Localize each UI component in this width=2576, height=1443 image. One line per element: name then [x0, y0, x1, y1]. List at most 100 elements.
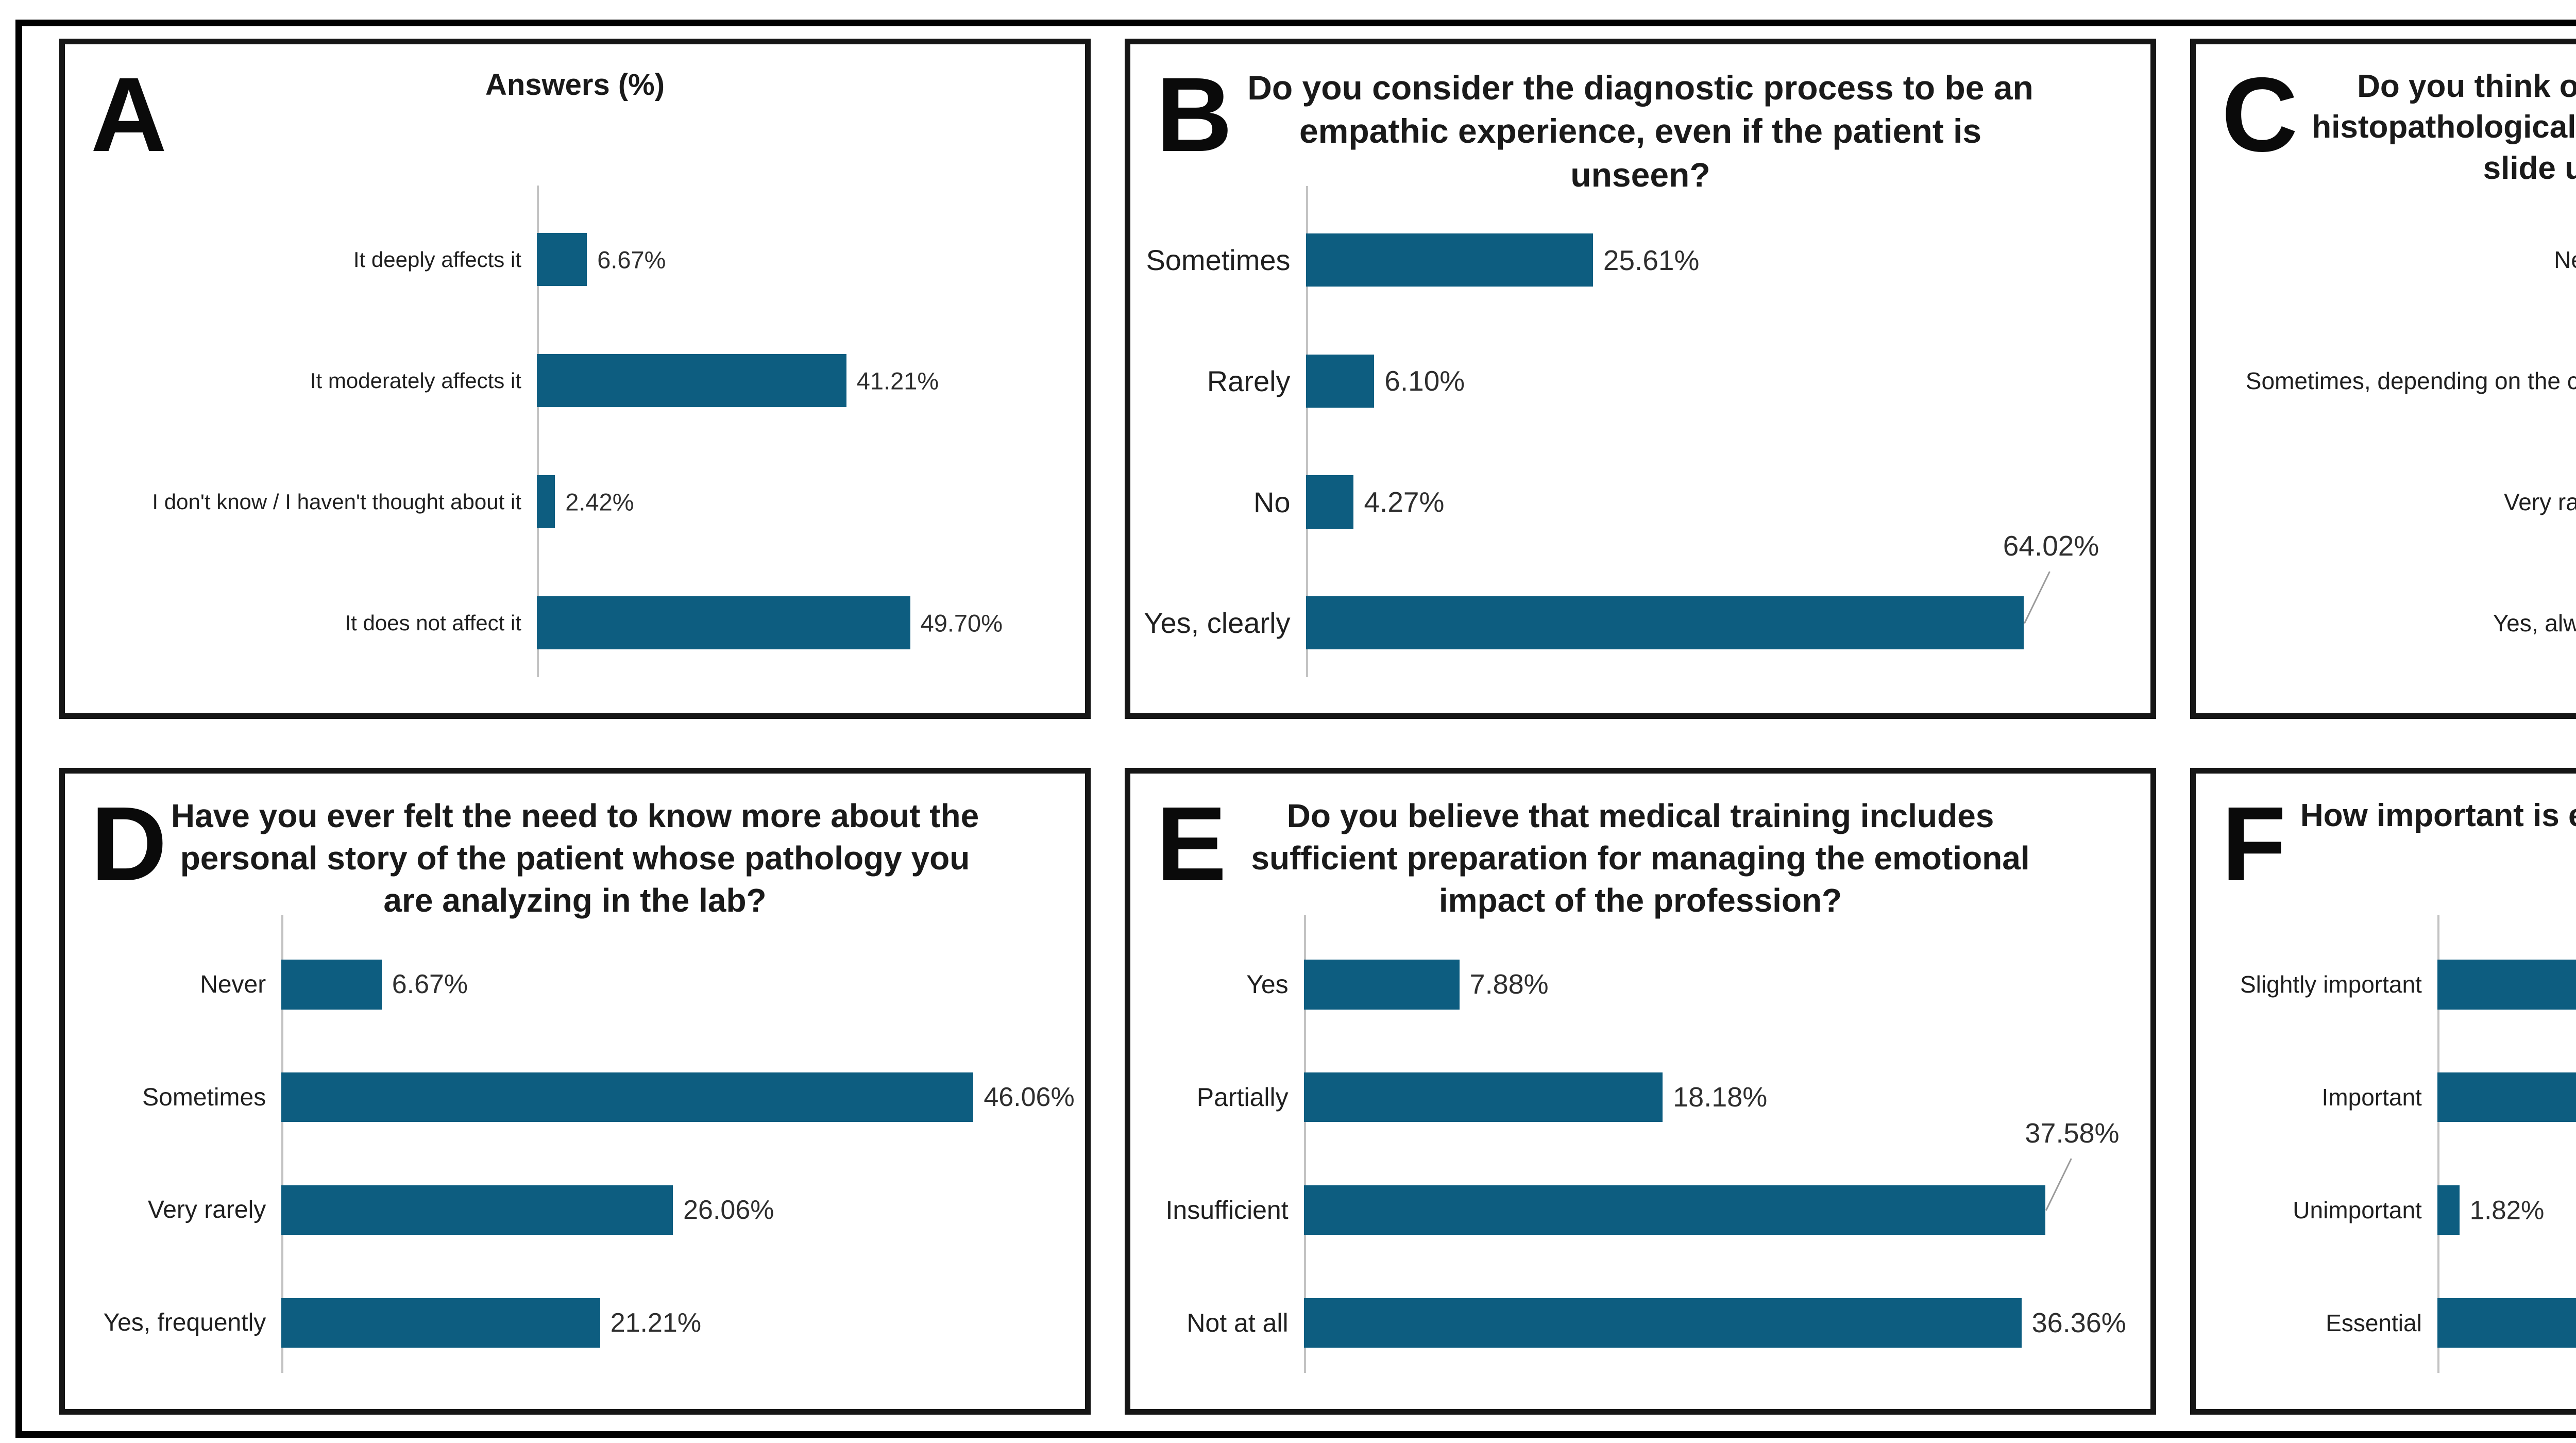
bar: [536, 232, 587, 287]
category-label: I don't know / I haven't thought about i…: [152, 489, 521, 514]
bar-area: 6.67%: [281, 928, 1047, 1041]
bar-row: It deeply affects it 6.67%: [71, 199, 1073, 320]
category-label: Partially: [1196, 1083, 1289, 1112]
value-label: 6.67%: [597, 246, 666, 273]
bar-row: Sometimes 46.06%: [71, 1041, 1075, 1154]
bar-row: Yes, frequently 21.21%: [71, 1266, 1073, 1379]
chart-panel-d: D Have you ever felt the need to know mor…: [59, 768, 1091, 1415]
bar-chart: Never0.00%Sometimes, depending on the ca…: [2202, 199, 2576, 683]
bar-row: Essential 25.45%: [2202, 1266, 2576, 1379]
value-label: 7.88%: [1469, 969, 1549, 1000]
value-label: 37.58%: [2025, 1117, 2120, 1149]
value-label: 1.82%: [2469, 1195, 2545, 1225]
category-label: Sometimes: [142, 1083, 266, 1111]
bar-area: 26.06%: [281, 1154, 1047, 1267]
bar-row: Partially 18.18%: [1137, 1041, 2138, 1154]
category-label: It deeply affects it: [353, 247, 521, 272]
y-axis-line: [1306, 186, 1308, 677]
bar-area: 2.42%: [536, 441, 1047, 562]
category-label: Never: [2554, 246, 2576, 273]
bar: [536, 596, 910, 650]
bar-row: No 4.27%: [1137, 442, 2138, 563]
category-label: Essential: [2326, 1309, 2422, 1336]
category-label: Sometimes: [1146, 244, 1291, 277]
bar: [1306, 596, 2024, 650]
chart-title: Do you consider the diagnostic process t…: [1247, 69, 2033, 194]
panel-letter: C: [2222, 56, 2298, 174]
bar-chart: Yes 7.88% Partially 18.18% Insufficient 37.58…: [1137, 915, 2138, 1379]
value-label: 18.18%: [1673, 1082, 1768, 1113]
bar: [2437, 1072, 2576, 1122]
bar-row: Important 54.55%: [2202, 1041, 2576, 1154]
bar-area: 46.06%: [281, 1041, 1075, 1154]
chart-panel-c: CDo you think of the patient as a person…: [2190, 39, 2576, 719]
bar-row: Very rarely7.88%: [2202, 441, 2576, 562]
bar: [536, 354, 846, 408]
bar-chart: It deeply affects it 6.67% It moderately a…: [71, 186, 1073, 683]
bar: [281, 1298, 600, 1348]
y-axis-line: [1303, 915, 1306, 1373]
category-label: Yes, always: [2493, 609, 2576, 636]
value-label: 26.06%: [683, 1195, 774, 1225]
category-label: Important: [2321, 1084, 2422, 1111]
chart-panel-b: B Do you consider the diagnostic process …: [1125, 39, 2156, 719]
category-label: Yes, clearly: [1144, 607, 1291, 640]
leader-line: [2023, 571, 2050, 624]
bar-row: Yes, always52.73%: [2202, 562, 2576, 683]
bar-area: 25.45%: [2437, 1266, 2576, 1379]
y-axis-line: [281, 915, 284, 1373]
leader-line: [2045, 1158, 2073, 1211]
category-label: No: [1253, 485, 1291, 518]
y-axis-line: [536, 186, 539, 677]
bar: [2437, 1185, 2460, 1235]
bar-area: 6.10%: [1306, 321, 2113, 442]
bar: [281, 1072, 974, 1122]
bar-row: Never0.00%: [2202, 199, 2576, 320]
bar-area: 36.36%: [1303, 1266, 2126, 1379]
category-label: Unimportant: [2293, 1196, 2422, 1223]
bar-area: 41.21%: [536, 320, 1047, 441]
category-label: Never: [200, 970, 266, 998]
value-label: 46.06%: [984, 1082, 1075, 1113]
bar: [1303, 1298, 2022, 1348]
bar-area: 49.70%: [536, 562, 1047, 683]
bar: [1306, 475, 1354, 529]
panel-letter: B: [1156, 56, 1233, 174]
bar-row: Unimportant 1.82%: [2202, 1154, 2576, 1267]
bar-area: 4.27%: [1306, 442, 2113, 563]
bar-area: 7.88%: [1303, 928, 2113, 1041]
figure-outer-border: [15, 20, 2576, 1438]
category-label: Not at all: [1187, 1308, 1289, 1337]
bar-chart: Sometimes 25.61% Rarely 6.10% No 4.27% Yes, cl…: [1137, 186, 2138, 683]
category-label: It moderately affects it: [310, 368, 521, 393]
bar-row: Insufficient 37.58%: [1137, 1118, 2138, 1267]
value-label: 6.10%: [1384, 365, 1465, 397]
category-label: Yes, frequently: [103, 1309, 266, 1337]
bar-row: Never 6.67%: [71, 928, 1073, 1041]
chart-panel-e: E Do you believe that medical training in…: [1125, 768, 2156, 1415]
bar: [2437, 960, 2576, 1010]
bar-area: 25.61%: [1306, 199, 2113, 321]
bar: [281, 960, 382, 1010]
value-label: 2.42%: [565, 488, 634, 515]
category-label: Yes: [1246, 970, 1289, 999]
value-label: 4.27%: [1364, 486, 1445, 518]
bar: [1306, 233, 1593, 287]
value-label: 6.67%: [392, 969, 468, 1000]
chart-panel-f: F How important is empathy in pathologica…: [2190, 768, 2576, 1415]
bar-chart: Never 6.67% Sometimes 46.06% Very rarely 26.0…: [71, 915, 1075, 1379]
bar: [1303, 1185, 2046, 1235]
value-label: 21.21%: [610, 1307, 702, 1338]
bar-area: 18.18%: [2437, 928, 2576, 1041]
panels-grid: A Answers (%) It deeply affects it 6.67% It …: [59, 39, 2576, 1415]
category-label: Rarely: [1207, 364, 1291, 397]
value-label: 25.61%: [1603, 244, 1700, 276]
bar-area: 37.58%: [1303, 1118, 2120, 1267]
bar-chart: Slightly important18.18%Important54.55%U…: [2202, 915, 2576, 1379]
bar-row: Rarely 6.10%: [1137, 321, 2138, 442]
bar-area: 18.18%: [1303, 1041, 2113, 1154]
panel-letter: E: [1156, 785, 1227, 903]
chart-title: How important is empathy in pathological…: [2300, 798, 2576, 833]
bar-area: 1.82%: [2437, 1154, 2576, 1267]
chart-title: Do you think of the patient as a person …: [2312, 69, 2576, 186]
